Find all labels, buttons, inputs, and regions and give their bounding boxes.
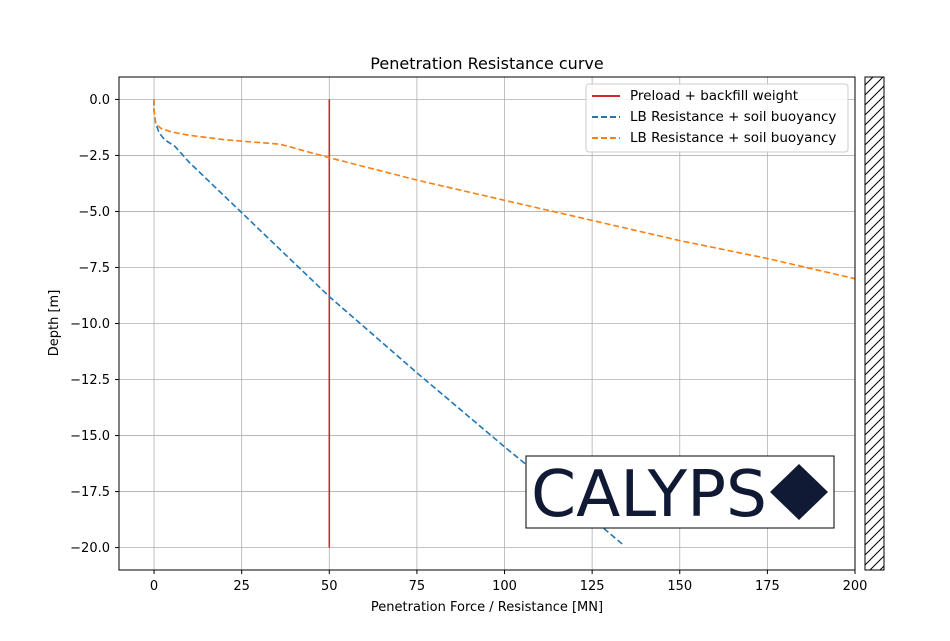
series-lb-orange-line: [153, 99, 855, 280]
x-tick-label: 25: [233, 579, 250, 594]
y-tick-label: −2.5: [78, 149, 110, 164]
series-lb-blue-line: [153, 99, 625, 546]
legend: Preload + backfill weight LB Resistance …: [585, 83, 849, 153]
hatched-side-bar: [864, 76, 885, 571]
y-axis-label: Depth [m]: [47, 290, 62, 357]
y-tick-label: −10.0: [70, 317, 110, 332]
x-axis: 0 25 50 75 100 125 150 175 200: [150, 570, 868, 594]
y-tick-label: −7.5: [78, 261, 110, 276]
legend-label-lb-orange: LB Resistance + soil buoyancy: [630, 130, 836, 146]
x-tick-label: 100: [492, 579, 517, 594]
series-layer: [153, 99, 855, 548]
y-axis: 0.0 −2.5 −5.0 −7.5 −10.0 −12.5 −15.0 −17.5 −20.0: [70, 93, 119, 556]
x-tick-label: 75: [409, 579, 426, 594]
x-tick-label: 50: [321, 579, 338, 594]
legend-label-lb-blue: LB Resistance + soil buoyancy: [630, 109, 836, 125]
x-tick-label: 125: [580, 579, 605, 594]
legend-frame: [585, 83, 849, 153]
legend-label-preload: Preload + backfill weight: [630, 88, 798, 104]
y-tick-label: −17.5: [70, 485, 110, 500]
y-tick-label: 0.0: [89, 93, 110, 108]
y-tick-label: −15.0: [70, 429, 110, 444]
x-tick-label: 175: [755, 579, 780, 594]
y-tick-label: −20.0: [70, 541, 110, 556]
y-tick-label: −12.5: [70, 373, 110, 388]
logo-text: CALYPS: [531, 458, 767, 532]
x-tick-label: 0: [150, 579, 158, 594]
calyps-logo: CALYPS: [525, 455, 835, 532]
logo-diamond-icon: [770, 464, 828, 520]
x-tick-label: 150: [667, 579, 692, 594]
x-axis-label: Penetration Force / Resistance [MN]: [371, 600, 603, 615]
chart-title: Penetration Resistance curve: [370, 54, 603, 73]
y-tick-label: −5.0: [78, 205, 110, 220]
x-tick-label: 200: [843, 579, 868, 594]
